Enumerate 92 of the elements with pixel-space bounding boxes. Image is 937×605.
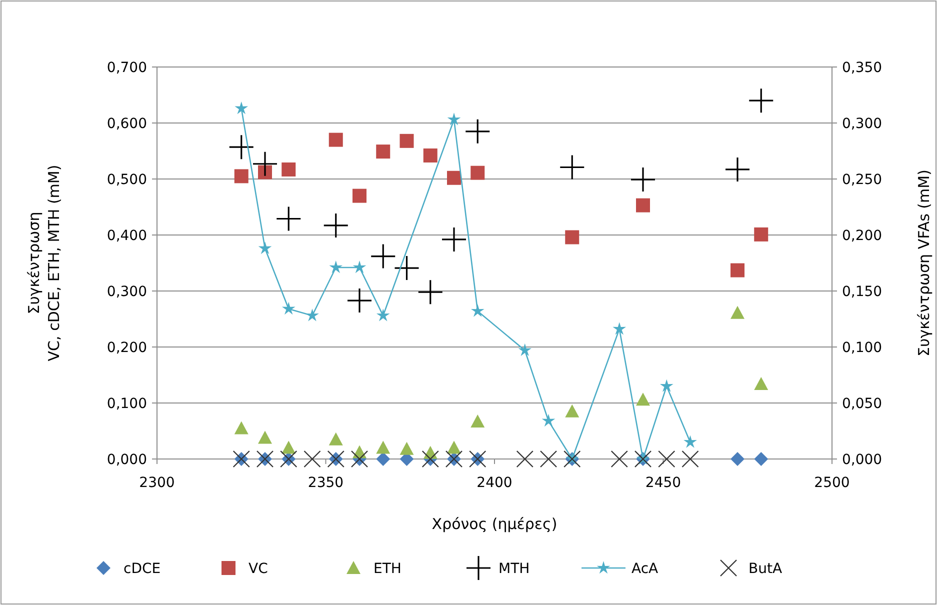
point [352, 260, 366, 274]
point [394, 256, 419, 280]
x-tick-label: 2500 [814, 475, 850, 491]
point [470, 414, 485, 428]
point [282, 440, 296, 454]
point [376, 452, 390, 466]
point [328, 432, 343, 446]
point [234, 169, 248, 184]
point [400, 442, 414, 455]
point [754, 376, 768, 390]
point [466, 119, 490, 144]
point [447, 112, 461, 126]
legend-label: AcA [632, 560, 659, 577]
x-tick-label: 2350 [308, 475, 344, 491]
y-tick-label: 0,500 [106, 172, 147, 188]
y2-tick-label: 0,350 [842, 60, 882, 76]
point [560, 155, 584, 180]
point [470, 304, 484, 317]
point [258, 241, 272, 254]
y-tick-label: 0,600 [106, 116, 147, 132]
point [636, 198, 650, 212]
y-tick-label: 0,700 [106, 60, 147, 76]
point [730, 306, 744, 319]
point [371, 244, 396, 268]
y-tick-label: 0,400 [106, 228, 147, 244]
point [423, 148, 438, 162]
point [682, 450, 699, 468]
point [442, 227, 466, 252]
point [749, 88, 774, 113]
point [282, 162, 296, 176]
legend-label: VC [248, 560, 268, 577]
point [400, 134, 414, 148]
point [565, 230, 580, 244]
y2-tick-label: 0,250 [842, 172, 882, 188]
point [730, 263, 744, 278]
point [229, 135, 254, 160]
point [376, 308, 390, 322]
legend-label: cDCE [124, 560, 161, 577]
legend-label: ButA [748, 560, 782, 577]
point [282, 302, 296, 315]
y-tick-label: 0,200 [106, 340, 147, 356]
point [518, 343, 532, 356]
y-tick-label: 0,300 [106, 284, 147, 300]
x-tick-label: 2300 [139, 475, 175, 491]
x-tick-label: 2450 [645, 475, 682, 491]
x-tick-label: 2400 [476, 475, 512, 491]
point [612, 322, 626, 335]
point [234, 101, 248, 114]
y2-tick-label: 0,200 [842, 228, 882, 244]
point [447, 170, 461, 185]
point [258, 430, 272, 444]
point [726, 157, 750, 182]
point [610, 450, 628, 468]
point [376, 440, 390, 454]
x-axis-title: Χρόνος (ημέρες) [432, 515, 558, 533]
y2-tick-label: 0,100 [842, 340, 882, 356]
point [542, 414, 556, 427]
y-axis-title: Συγκέντρωση VC, cDCE, ETH, MTH (mM) [25, 164, 63, 362]
point [447, 440, 461, 454]
y-tick-label: 0,000 [106, 452, 147, 468]
point [636, 392, 650, 406]
point [754, 452, 768, 466]
point [658, 450, 676, 468]
y2-tick-label: 0,050 [842, 396, 882, 412]
point [516, 450, 534, 468]
legend-label: ETH [374, 560, 402, 577]
point [328, 132, 343, 147]
legend-label: MTH [498, 560, 530, 577]
point [304, 450, 321, 468]
point [565, 404, 580, 418]
point [352, 188, 366, 203]
point [470, 166, 485, 180]
point [660, 379, 674, 392]
point [306, 308, 319, 322]
point [276, 206, 301, 231]
point [730, 452, 744, 466]
point [329, 260, 343, 274]
point [376, 144, 390, 159]
point [754, 227, 768, 242]
y2-tick-label: 0,000 [842, 452, 882, 468]
point [540, 450, 558, 468]
point [631, 168, 655, 192]
y2-tick-label: 0,150 [842, 284, 882, 300]
point [684, 435, 697, 448]
point [418, 280, 442, 304]
point [234, 421, 248, 434]
point [253, 152, 277, 176]
y2-axis-title: Συγκέντρωση VFAs (mM) [915, 170, 933, 356]
point [324, 213, 348, 238]
y2-tick-label: 0,300 [842, 116, 882, 132]
point [348, 288, 372, 313]
y-tick-label: 0,100 [106, 396, 147, 412]
